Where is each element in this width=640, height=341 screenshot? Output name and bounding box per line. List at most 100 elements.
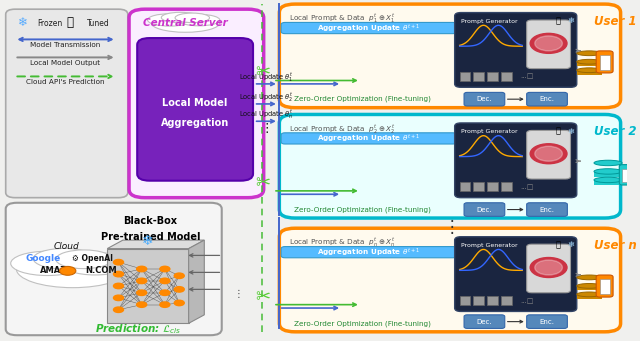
FancyBboxPatch shape (527, 20, 570, 69)
Circle shape (530, 144, 567, 164)
Text: ⋮: ⋮ (234, 290, 243, 299)
Text: Local Model: Local Model (163, 98, 228, 107)
Text: Cloud API's Prediction: Cloud API's Prediction (26, 79, 104, 85)
Ellipse shape (148, 14, 192, 26)
Circle shape (137, 290, 147, 296)
Text: ⚙ OpenAI: ⚙ OpenAI (72, 254, 113, 263)
FancyBboxPatch shape (279, 228, 621, 332)
FancyBboxPatch shape (596, 275, 613, 297)
FancyBboxPatch shape (281, 23, 456, 34)
Ellipse shape (577, 292, 602, 297)
Text: Aggregation Update $\theta^{t+1}$: Aggregation Update $\theta^{t+1}$ (317, 246, 420, 258)
FancyBboxPatch shape (464, 92, 505, 106)
Ellipse shape (161, 12, 199, 23)
FancyBboxPatch shape (454, 237, 577, 311)
Text: ...□: ...□ (520, 184, 533, 190)
FancyBboxPatch shape (6, 9, 128, 198)
Text: Enc.: Enc. (540, 207, 554, 212)
Polygon shape (108, 240, 204, 249)
Text: Local Prompt & Data  $p^t_n \oplus X^t_n$: Local Prompt & Data $p^t_n \oplus X^t_n$ (289, 235, 395, 248)
Polygon shape (594, 180, 622, 185)
Text: ⋮: ⋮ (444, 218, 460, 236)
FancyBboxPatch shape (6, 203, 221, 335)
Text: ❄: ❄ (567, 16, 574, 25)
Ellipse shape (61, 253, 129, 275)
Text: ⋮: ⋮ (260, 121, 273, 135)
FancyBboxPatch shape (474, 296, 484, 305)
Text: 🔥: 🔥 (556, 16, 561, 25)
FancyBboxPatch shape (460, 72, 470, 80)
Text: Dec.: Dec. (477, 207, 492, 212)
Circle shape (160, 290, 170, 296)
FancyBboxPatch shape (527, 203, 568, 216)
Text: ✂: ✂ (255, 64, 270, 82)
Polygon shape (189, 240, 204, 323)
Ellipse shape (577, 68, 602, 73)
Text: Enc.: Enc. (540, 96, 554, 102)
Text: ...□: ...□ (520, 298, 533, 303)
Text: N.COM: N.COM (85, 266, 117, 275)
Ellipse shape (577, 283, 602, 288)
FancyBboxPatch shape (474, 182, 484, 191)
Circle shape (113, 260, 124, 265)
Circle shape (113, 295, 124, 300)
Ellipse shape (33, 249, 95, 269)
Text: Central Server: Central Server (143, 18, 228, 28)
Ellipse shape (577, 51, 602, 56)
Text: Local Prompt & Data  $p^t_1 \oplus X^t_1$: Local Prompt & Data $p^t_1 \oplus X^t_1$ (289, 11, 395, 24)
FancyBboxPatch shape (281, 247, 456, 258)
Text: Prediction: $\mathcal{L}_{cls}$: Prediction: $\mathcal{L}_{cls}$ (95, 323, 182, 336)
FancyBboxPatch shape (487, 72, 498, 80)
FancyBboxPatch shape (281, 133, 456, 144)
FancyBboxPatch shape (527, 315, 568, 328)
Circle shape (535, 260, 563, 275)
Ellipse shape (577, 275, 602, 280)
FancyBboxPatch shape (474, 72, 484, 80)
Text: Aggregation: Aggregation (161, 118, 229, 128)
FancyBboxPatch shape (464, 203, 505, 216)
Text: 🔥: 🔥 (556, 240, 561, 249)
Polygon shape (577, 62, 602, 66)
Circle shape (530, 33, 567, 53)
FancyBboxPatch shape (460, 296, 470, 305)
Text: Zero-Order Optimization (Fine-tuning): Zero-Order Optimization (Fine-tuning) (294, 320, 431, 327)
Text: Local Update $\theta^t_1$: Local Update $\theta^t_1$ (239, 70, 293, 83)
Polygon shape (577, 70, 602, 75)
FancyBboxPatch shape (620, 165, 634, 185)
Circle shape (160, 302, 170, 307)
Text: Google: Google (25, 254, 60, 263)
Circle shape (60, 266, 76, 275)
Text: User 2: User 2 (595, 125, 637, 138)
Text: Local Prompt & Data  $p^t_2 \oplus X^t_2$: Local Prompt & Data $p^t_2 \oplus X^t_2$ (289, 121, 395, 135)
Text: Dec.: Dec. (477, 318, 492, 325)
Circle shape (535, 36, 563, 51)
FancyBboxPatch shape (487, 296, 498, 305)
FancyBboxPatch shape (527, 244, 570, 293)
Text: User 1: User 1 (595, 15, 637, 28)
Text: ❄: ❄ (567, 127, 574, 136)
Text: ❄: ❄ (142, 234, 154, 248)
Ellipse shape (175, 13, 209, 23)
Circle shape (535, 146, 563, 161)
FancyBboxPatch shape (137, 38, 253, 181)
Text: AMAZ: AMAZ (40, 266, 68, 275)
Text: ❄: ❄ (567, 240, 574, 249)
Text: Frozen: Frozen (37, 19, 62, 28)
Circle shape (530, 257, 567, 278)
Circle shape (174, 300, 184, 306)
Text: Zero-Order Optimization (Fine-tuning): Zero-Order Optimization (Fine-tuning) (294, 96, 431, 102)
Ellipse shape (151, 13, 220, 32)
Text: Local Update $\theta^t_2$: Local Update $\theta^t_2$ (239, 90, 293, 103)
Text: Model Transmission: Model Transmission (30, 42, 100, 48)
Ellipse shape (11, 251, 84, 276)
Text: 🔥: 🔥 (67, 16, 74, 29)
FancyBboxPatch shape (279, 4, 621, 108)
Text: 🔥: 🔥 (556, 127, 561, 136)
FancyBboxPatch shape (129, 9, 264, 198)
Text: ...□: ...□ (520, 73, 533, 79)
FancyBboxPatch shape (454, 123, 577, 198)
Text: ❄: ❄ (18, 16, 28, 29)
Polygon shape (108, 249, 189, 323)
Text: Tuned: Tuned (87, 19, 110, 28)
Text: Aggregation Update $\theta^{t+1}$: Aggregation Update $\theta^{t+1}$ (317, 22, 420, 34)
